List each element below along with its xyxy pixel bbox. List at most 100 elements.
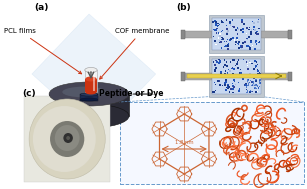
Bar xyxy=(236,63,238,65)
Text: COF membrane: COF membrane xyxy=(100,28,169,79)
Bar xyxy=(218,62,220,64)
Bar xyxy=(258,87,259,88)
Circle shape xyxy=(55,125,80,151)
Bar xyxy=(212,59,261,94)
Bar xyxy=(255,91,257,93)
Bar xyxy=(232,92,234,93)
Bar xyxy=(240,29,242,31)
Bar xyxy=(232,73,234,75)
Bar xyxy=(253,74,255,76)
Bar xyxy=(181,71,185,81)
Ellipse shape xyxy=(49,104,129,128)
Bar xyxy=(216,28,218,29)
Bar xyxy=(248,79,249,80)
Bar xyxy=(221,20,222,21)
Bar xyxy=(227,44,229,46)
Bar xyxy=(231,68,232,70)
Bar xyxy=(227,87,230,88)
Bar xyxy=(214,64,216,66)
Polygon shape xyxy=(49,94,129,116)
Bar xyxy=(232,37,234,39)
Bar xyxy=(238,90,240,92)
Bar xyxy=(247,68,249,70)
Bar xyxy=(253,77,255,79)
Bar xyxy=(259,73,261,75)
Bar xyxy=(226,41,227,42)
Bar xyxy=(241,21,243,23)
Bar xyxy=(225,45,227,47)
Bar xyxy=(256,43,258,45)
Bar xyxy=(226,25,227,26)
Bar xyxy=(258,19,259,20)
Bar xyxy=(250,90,251,91)
Bar xyxy=(252,91,253,92)
Bar xyxy=(231,74,233,75)
Bar xyxy=(255,40,257,42)
Bar xyxy=(227,87,228,89)
Text: (a): (a) xyxy=(34,3,48,12)
Bar xyxy=(224,59,225,61)
Bar xyxy=(222,74,223,75)
Bar xyxy=(257,91,258,92)
Bar xyxy=(250,41,252,43)
Text: PCL films: PCL films xyxy=(4,28,82,74)
Bar xyxy=(247,38,248,40)
Bar xyxy=(249,82,250,84)
Bar xyxy=(255,80,257,82)
Text: Peptide or Dye: Peptide or Dye xyxy=(99,90,163,98)
Bar xyxy=(209,56,264,97)
Bar xyxy=(248,76,249,78)
Bar xyxy=(231,19,233,21)
Bar xyxy=(227,84,229,86)
Bar xyxy=(224,46,226,47)
Bar xyxy=(246,33,247,34)
Bar xyxy=(258,28,260,29)
Bar xyxy=(212,61,214,63)
Bar xyxy=(250,80,251,81)
Bar xyxy=(225,89,227,91)
Bar xyxy=(247,82,249,83)
Bar xyxy=(241,45,243,48)
Bar xyxy=(239,88,240,90)
Bar xyxy=(258,42,259,43)
Bar xyxy=(249,82,251,83)
Bar xyxy=(233,86,235,88)
Bar xyxy=(229,21,231,23)
Bar xyxy=(254,60,256,62)
Bar xyxy=(240,72,242,74)
Bar xyxy=(249,46,250,47)
Bar xyxy=(214,29,215,31)
Bar xyxy=(235,41,237,43)
Bar xyxy=(247,45,249,47)
Bar xyxy=(224,82,226,84)
Bar xyxy=(232,84,234,87)
Bar xyxy=(240,69,241,70)
Bar xyxy=(224,84,226,86)
Bar xyxy=(228,43,229,45)
Bar xyxy=(80,94,98,101)
Bar xyxy=(221,47,223,49)
Bar xyxy=(261,30,288,37)
Bar xyxy=(218,32,220,33)
Bar xyxy=(227,45,229,47)
Bar xyxy=(223,22,224,23)
Bar xyxy=(243,59,244,60)
Bar xyxy=(260,83,261,84)
Bar xyxy=(247,63,248,64)
Bar xyxy=(215,90,216,91)
Bar xyxy=(226,87,227,88)
Bar xyxy=(227,84,229,85)
Bar xyxy=(247,79,249,81)
Bar xyxy=(251,63,253,64)
Bar xyxy=(251,81,253,83)
Bar xyxy=(251,29,252,31)
Bar xyxy=(227,30,228,32)
Bar xyxy=(238,89,239,91)
Bar xyxy=(255,32,257,34)
Ellipse shape xyxy=(85,90,97,94)
Circle shape xyxy=(66,136,70,140)
Bar xyxy=(288,29,292,39)
Bar xyxy=(220,35,221,37)
Circle shape xyxy=(29,99,105,179)
Bar xyxy=(221,31,222,32)
